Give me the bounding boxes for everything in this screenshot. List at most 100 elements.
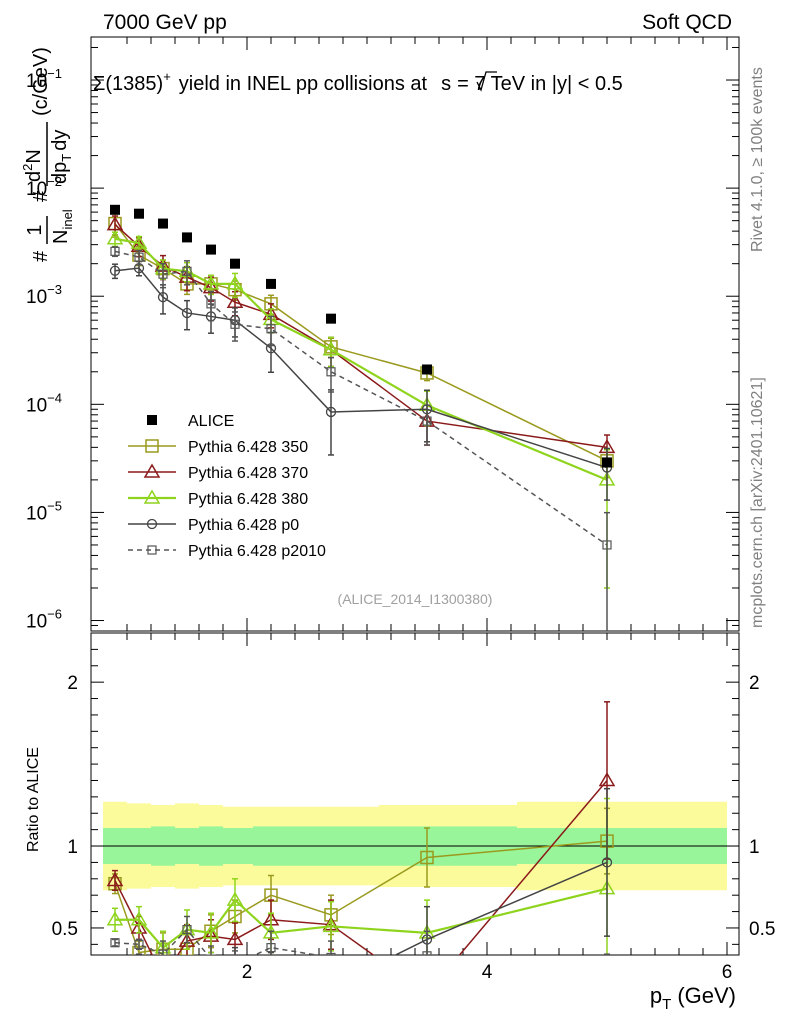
- legend-entry: Pythia 6.428 350: [128, 439, 308, 456]
- data-point: [182, 232, 192, 243]
- data-point: [420, 987, 434, 999]
- series-line: [114, 779, 608, 955]
- legend-label: Pythia 6.428 p0: [188, 517, 299, 534]
- series-line: [114, 928, 321, 955]
- legend-label: Pythia 6.428 p2010: [188, 543, 326, 560]
- data-point: [202, 924, 220, 939]
- data-point: [158, 269, 168, 279]
- data-point: [601, 857, 613, 868]
- x-tick-label: 2: [242, 962, 253, 983]
- data-point: [130, 911, 148, 926]
- data-point: [230, 319, 240, 329]
- ylabel-den2: dpTdy: [49, 130, 74, 184]
- data-point: [207, 966, 216, 975]
- legend-entry: Pythia 6.428 p0: [128, 517, 299, 534]
- data-point: [206, 954, 216, 955]
- data-point: [226, 891, 244, 906]
- y-tick-label: 10−6: [26, 607, 62, 633]
- data-point: [322, 341, 340, 356]
- data-point: [109, 265, 121, 276]
- legend: ALICE Pythia 6.428 350 Pythia 6.428 370 Pyt…: [128, 413, 326, 560]
- ylabel-units: (c/GeV): [30, 47, 52, 116]
- data-point: [157, 292, 169, 303]
- data-point: [106, 230, 124, 245]
- data-point: [183, 973, 192, 982]
- legend-marker: [145, 439, 159, 453]
- data-point: [156, 970, 170, 982]
- ratio-y-tick-label-right: 2: [749, 673, 760, 694]
- ratio-y-tick-label: 2: [67, 673, 78, 694]
- legend-marker: [146, 518, 158, 530]
- main-y-axis-label: # 1 Ninel # d2N dpTdy (c/GeV): [20, 47, 75, 262]
- ylabel-num1: 1: [24, 224, 46, 235]
- data-point: [134, 208, 144, 219]
- mcplots-label: mcplots.cern.ch [arXiv:2401.10621]: [749, 377, 766, 628]
- x-tick-label: 4: [482, 962, 493, 983]
- data-point: [325, 406, 337, 418]
- plot-title: Σ(1385)+ yield in INEL pp collisions at s =…: [93, 69, 623, 95]
- x-axis-label: pT (GeV): [650, 983, 736, 1013]
- data-point: [326, 313, 336, 324]
- data-point: [181, 307, 193, 319]
- data-point: [327, 982, 336, 991]
- ratio-y-tick-label-right: 0.5: [749, 919, 775, 940]
- data-point: [422, 951, 432, 955]
- legend-marker: [143, 463, 161, 478]
- data-point: [135, 953, 143, 955]
- ratio-y-tick-label-right: 1: [749, 837, 760, 858]
- ylabel-hash2: #: [30, 190, 52, 202]
- data-point: [110, 246, 120, 256]
- rivet-label: Rivet 4.1.0, ≥ 100k events: [749, 67, 766, 252]
- ratio-axis-ticks: [91, 632, 739, 955]
- legend-label: Pythia 6.428 350: [188, 439, 308, 456]
- legend-label: ALICE: [188, 413, 234, 430]
- category-label: Soft QCD: [642, 11, 732, 34]
- data-point: [266, 943, 276, 953]
- data-point: [602, 457, 612, 468]
- data-point: [322, 917, 340, 933]
- data-point: [598, 771, 616, 787]
- legend-entry: Pythia 6.428 380: [128, 489, 308, 508]
- ylabel-hash1: #: [30, 250, 52, 262]
- main-panel-frame: [90, 36, 740, 632]
- ylabel-num2: d2N: [20, 149, 45, 182]
- main-axis-ticks: [91, 37, 739, 632]
- y-tick-label: 10−5: [26, 498, 62, 524]
- data-point: [422, 364, 432, 375]
- legend-marker: [147, 545, 157, 555]
- series-pythia-6-428-p2010: [110, 915, 610, 955]
- legend-label: Pythia 6.428 380: [188, 491, 308, 508]
- ratio-y-axis-label: Ratio to ALICE: [25, 747, 42, 852]
- data-point: [158, 218, 168, 229]
- series-line: [114, 237, 608, 481]
- data-point: [230, 258, 240, 269]
- series-line: [114, 250, 608, 546]
- series-line: [114, 223, 608, 462]
- data-point: [422, 416, 432, 426]
- main-data-layer: [106, 204, 616, 631]
- data-point: [266, 324, 276, 334]
- series-line: [115, 887, 608, 950]
- ratio-y-tick-label: 1: [67, 837, 78, 858]
- data-point: [134, 252, 144, 262]
- data-point: [206, 244, 216, 255]
- data-point: [602, 540, 612, 550]
- series-line: [114, 267, 608, 469]
- x-tick-label: 6: [722, 962, 733, 983]
- data-point: [326, 367, 336, 377]
- data-point: [110, 204, 120, 215]
- data-point: [106, 871, 124, 887]
- x-tick-labels: 2 4 6: [242, 962, 733, 983]
- series-pythia-6-428-p2010: [110, 246, 612, 631]
- data-point: [182, 266, 192, 276]
- ratio-y-tick-labels: 0.5 0.5 1 1 2 2: [52, 673, 776, 940]
- data-point: [420, 850, 434, 865]
- data-point: [231, 956, 240, 965]
- data-point: [326, 952, 336, 955]
- legend-entry: Pythia 6.428 370: [128, 463, 308, 482]
- y-tick-label: 10−2: [26, 174, 62, 200]
- ylabel-den1: Ninel: [50, 209, 75, 244]
- data-point: [110, 938, 120, 948]
